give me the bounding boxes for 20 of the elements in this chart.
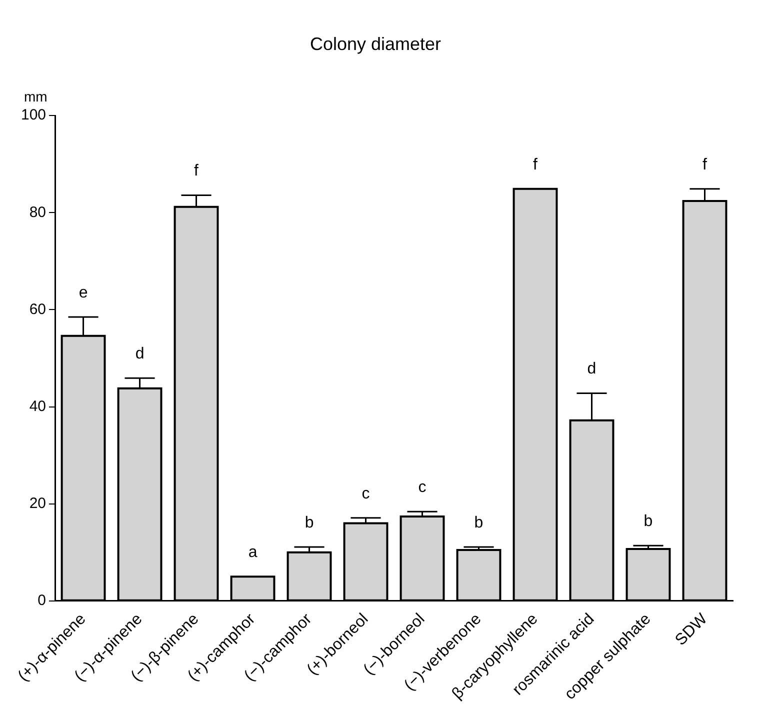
y-tick-label: 40 xyxy=(29,398,46,415)
chart-title: Colony diameter xyxy=(310,34,442,54)
y-tick-label: 60 xyxy=(29,300,46,318)
annotation: f xyxy=(702,156,708,174)
annotation: b xyxy=(644,512,653,530)
y-axis-title: mm xyxy=(24,88,48,104)
annotation: a xyxy=(248,544,258,562)
annotation: b xyxy=(474,514,484,532)
annotation: f xyxy=(533,156,538,174)
y-tick-label: 20 xyxy=(29,494,46,512)
annotation: f xyxy=(194,162,200,180)
annotation: c xyxy=(418,479,426,496)
y-tick-label: 0 xyxy=(38,592,46,610)
annotation: d xyxy=(135,346,144,363)
annotation: d xyxy=(587,360,596,378)
y-tick-label: 100 xyxy=(20,106,46,124)
annotation: b xyxy=(304,514,314,532)
annotation: e xyxy=(78,284,88,302)
annotation: c xyxy=(362,485,370,502)
y-tick-label: 80 xyxy=(29,204,46,221)
